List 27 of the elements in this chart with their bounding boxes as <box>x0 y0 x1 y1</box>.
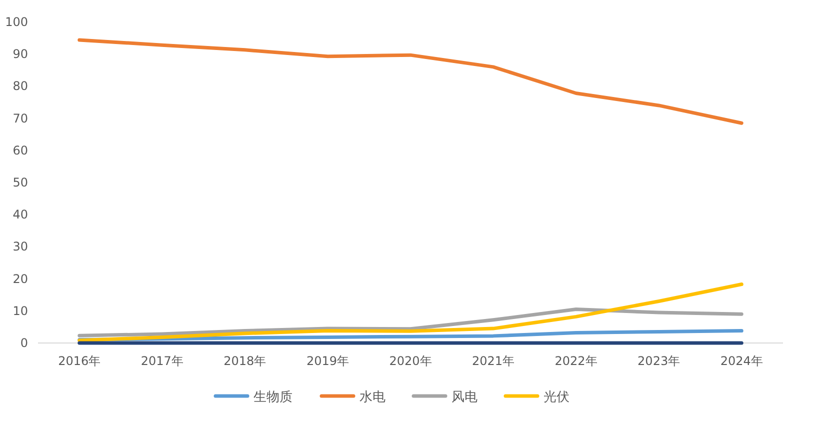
legend-label: 水电 <box>360 390 386 405</box>
x-tick-label: 2023年 <box>638 354 680 368</box>
legend-label: 生物质 <box>254 390 292 405</box>
y-tick-label: 80 <box>12 79 28 94</box>
x-tick-label: 2022年 <box>554 354 598 368</box>
line-series <box>78 308 744 338</box>
y-tick-label: 100 <box>5 15 28 29</box>
line-series <box>78 282 744 342</box>
y-tick-label: 30 <box>12 240 28 254</box>
y-tick-label: 40 <box>12 208 28 222</box>
legend-label: 风电 <box>452 390 478 405</box>
y-tick-label: 50 <box>12 176 28 190</box>
x-tick-label: 2016年 <box>58 354 101 368</box>
y-tick-label: 70 <box>12 111 28 126</box>
y-tick-label: 90 <box>12 47 28 62</box>
x-tick-label: 2021年 <box>472 354 515 368</box>
y-tick-label: 10 <box>12 304 28 318</box>
line-series <box>78 38 744 125</box>
legend-label: 光伏 <box>544 390 570 405</box>
x-tick-label: 2020年 <box>389 354 432 368</box>
x-tick-label: 2017年 <box>140 354 184 368</box>
x-tick-label: 2019年 <box>306 354 349 368</box>
y-tick-label: 0 <box>20 336 28 350</box>
x-tick-label: 2018年 <box>224 354 266 368</box>
y-tick-label: 60 <box>12 143 28 158</box>
y-tick-label: 20 <box>12 272 28 286</box>
x-tick-label: 2024年 <box>720 354 763 368</box>
